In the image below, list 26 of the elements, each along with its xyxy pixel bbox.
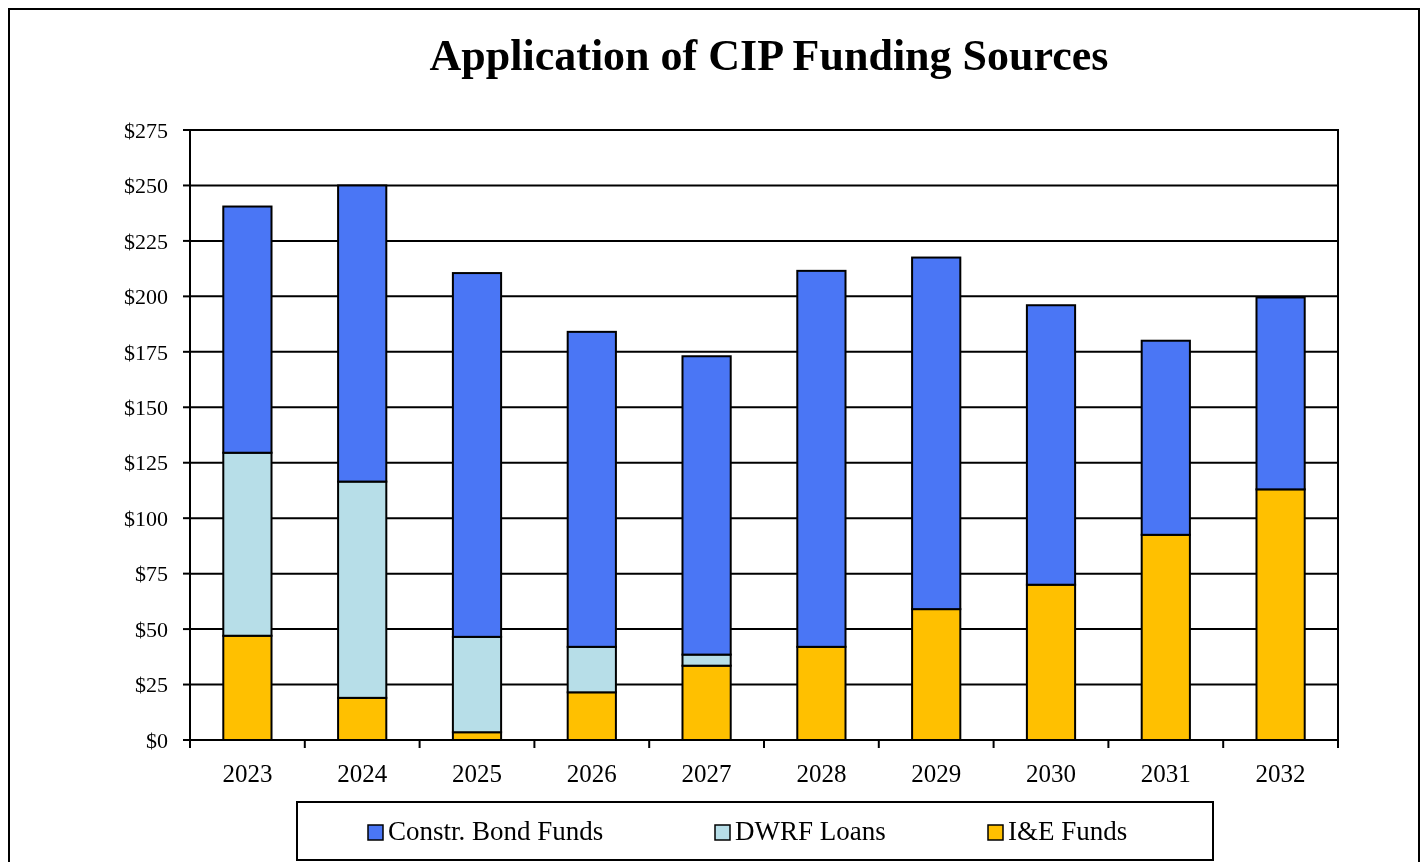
y-tick-label: $75 bbox=[135, 561, 168, 587]
y-tick-label: $225 bbox=[124, 228, 168, 254]
x-tick-label: 2025 bbox=[452, 760, 502, 787]
x-tick-label: 2029 bbox=[911, 760, 962, 787]
y-tick-label: $200 bbox=[124, 284, 168, 310]
x-tick-label: 2027 bbox=[681, 760, 732, 787]
legend-label: Constr. Bond Funds bbox=[388, 816, 604, 846]
y-tick-label: $50 bbox=[135, 616, 168, 642]
x-tick-label: 2028 bbox=[796, 760, 847, 787]
y-tick-label: $100 bbox=[124, 505, 168, 531]
y-tick-label: $275 bbox=[124, 117, 168, 143]
legend-label: DWRF Loans bbox=[735, 816, 886, 846]
chart-title: Application of CIP Funding Sources bbox=[429, 31, 1109, 80]
y-tick-label: $250 bbox=[124, 173, 168, 199]
y-tick-label: $125 bbox=[124, 450, 168, 476]
x-tick-label: 2024 bbox=[337, 760, 388, 787]
y-tick-label: $0 bbox=[146, 727, 168, 753]
y-tick-label: $175 bbox=[124, 339, 168, 365]
x-tick-label: 2030 bbox=[1026, 760, 1076, 787]
x-tick-label: 2023 bbox=[222, 760, 273, 787]
y-tick-label: $150 bbox=[124, 394, 168, 420]
x-tick-label: 2026 bbox=[566, 760, 617, 787]
legend-label: I&E Funds bbox=[1008, 816, 1128, 846]
x-tick-label: 2032 bbox=[1255, 760, 1306, 787]
y-tick-label: $25 bbox=[135, 672, 168, 698]
x-tick-label: 2031 bbox=[1140, 760, 1191, 787]
